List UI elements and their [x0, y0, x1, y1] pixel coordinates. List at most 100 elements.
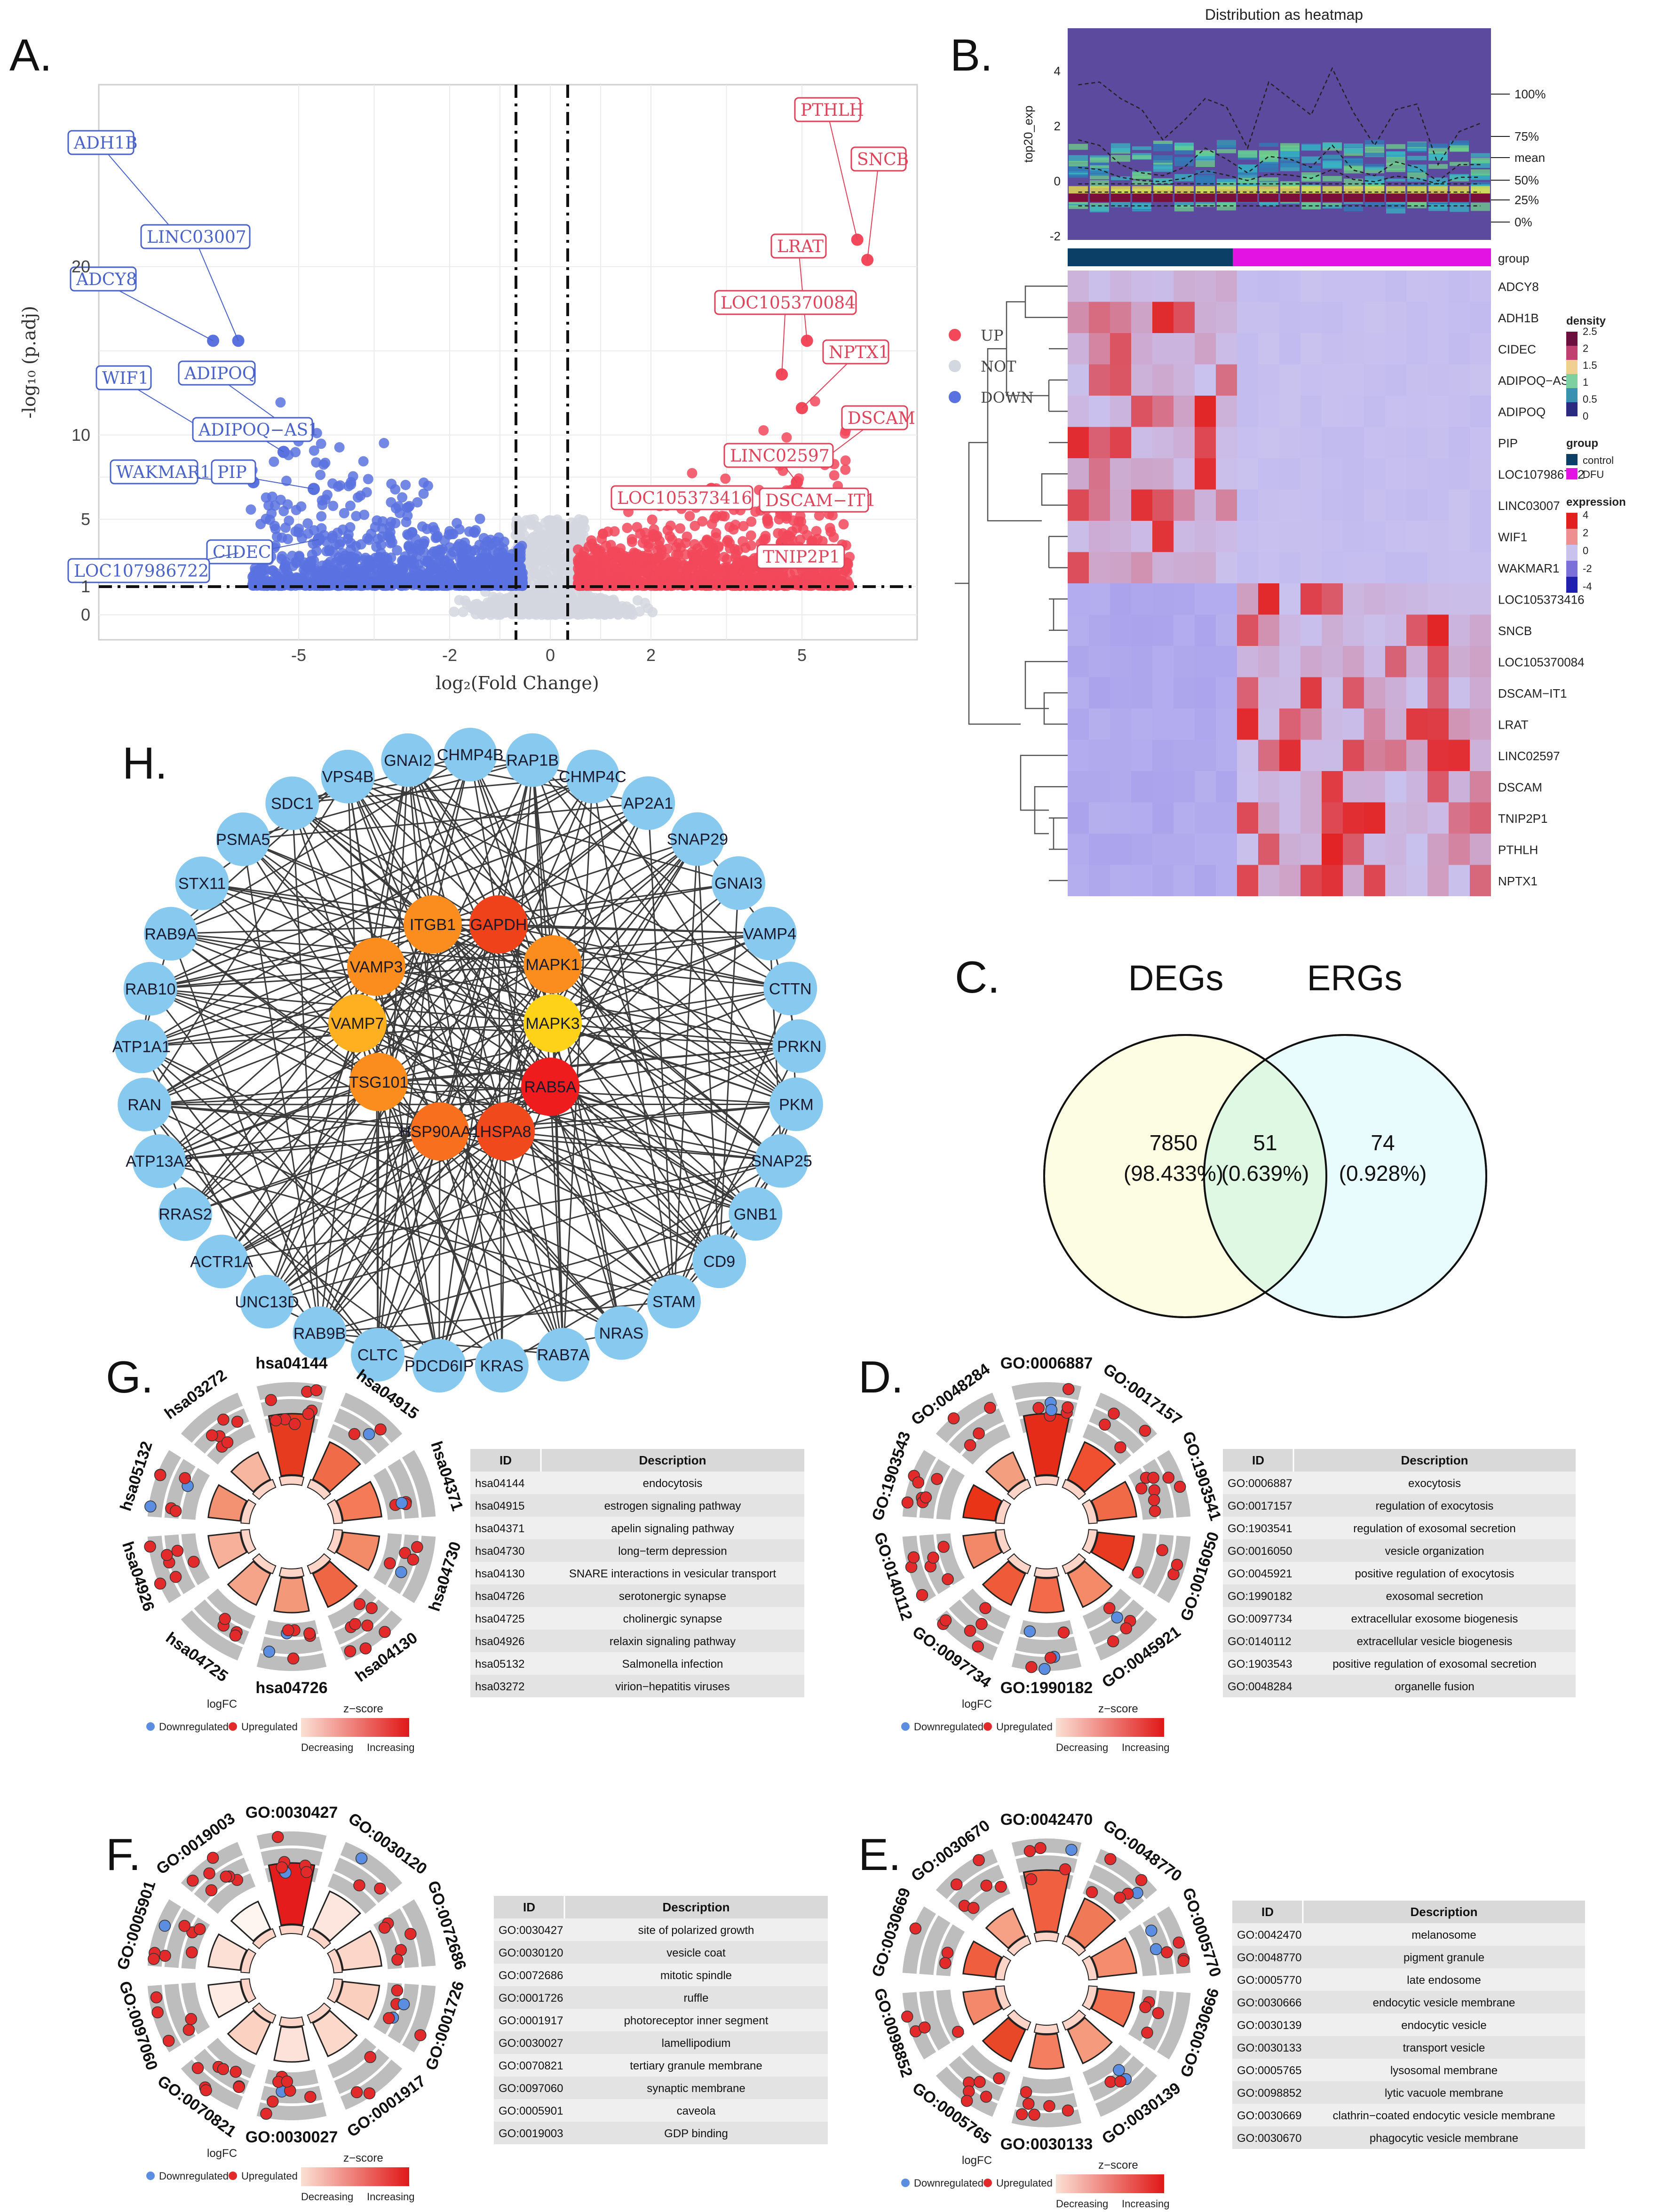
heatmap-cell — [1131, 302, 1152, 333]
volcano-point-up — [629, 547, 640, 558]
heatmap-cell — [1406, 677, 1427, 708]
expression-heatmap: ADCY8ADH1BCIDECADIPOQ−AS1ADIPOQPIPLOC107… — [1068, 271, 1585, 896]
panel-label-a: A. — [9, 30, 52, 80]
density-peak — [1259, 193, 1278, 202]
network-node-label: VPS4B — [322, 768, 374, 786]
quantile-label: mean — [1514, 151, 1545, 165]
density-streak — [1153, 155, 1173, 163]
heatmap-cell — [1406, 771, 1427, 803]
density-peak — [1153, 193, 1173, 202]
density-streak — [1217, 179, 1236, 184]
volcano-point-up — [811, 525, 822, 536]
heatmap-cell — [1258, 333, 1279, 365]
heatmap-cell — [1322, 396, 1343, 427]
legend-up-label: Upregulated — [996, 2177, 1053, 2189]
heatmap-cell — [1131, 271, 1152, 302]
heatmap-cell — [1322, 740, 1343, 771]
legend-density-swatch — [1566, 374, 1578, 388]
label-box-up — [723, 443, 834, 468]
volcano-point-down — [502, 562, 513, 573]
density-ytick: 4 — [1054, 64, 1061, 78]
gene-dot-up — [916, 1589, 928, 1601]
volcano-point-up — [781, 576, 792, 587]
table-cell-id: hsa04726 — [475, 1590, 524, 1603]
gene-dot-up — [1135, 1482, 1148, 1495]
heatmap-cell — [1406, 740, 1427, 771]
zscore-bar — [962, 1531, 1003, 1569]
network-edge — [150, 802, 649, 990]
network-edge — [439, 776, 594, 1132]
x-tick: -2 — [442, 645, 457, 665]
table-cell-id: GO:0030133 — [1237, 2042, 1301, 2054]
heatmap-cell — [1195, 646, 1216, 677]
heatmap-cell — [1385, 614, 1406, 646]
heatmap-cell — [1173, 427, 1195, 458]
heatmap-cell — [1385, 552, 1406, 583]
heatmap-cell — [1258, 802, 1279, 834]
heatmap-cell — [1089, 708, 1110, 740]
gene-dot-up — [359, 1642, 372, 1655]
heatmap-cell — [1322, 614, 1343, 646]
volcano-point-down — [453, 580, 464, 590]
legend-dot — [949, 329, 961, 341]
heatmap-cell — [1343, 427, 1364, 458]
gene-dot-up — [404, 1928, 417, 1940]
density-streak — [1111, 176, 1130, 181]
heatmap-cell — [1449, 489, 1470, 521]
network-nodes: RAP1BCHMP4CAP2A1SNAP29GNAI3VAMP4CTTNPRKN… — [112, 728, 826, 1393]
volcano-point-down — [258, 570, 269, 581]
density-streak — [1259, 201, 1278, 207]
heatmap-cell — [1364, 302, 1385, 333]
table-cell-id: GO:1903543 — [1228, 1658, 1292, 1671]
density-peak — [1132, 193, 1151, 202]
inner-ring-seg — [278, 1925, 305, 1935]
volcano-point-down — [271, 531, 282, 542]
network-node-label: CHMP4C — [559, 768, 626, 786]
network-edge — [170, 754, 471, 935]
volcano-point-not — [578, 609, 588, 620]
ring-term-label: GO:0030133 — [1000, 2135, 1093, 2153]
volcano-point-up — [619, 579, 630, 590]
volcano-point-down — [390, 503, 401, 514]
label-box-down — [178, 360, 256, 386]
volcano-point-up — [682, 531, 692, 542]
gene-dot-up — [230, 2066, 242, 2078]
heatmap-cell — [1195, 427, 1216, 458]
quantile-line — [1078, 139, 1481, 182]
heatmap-cell — [1131, 458, 1152, 490]
heatmap-cell — [1279, 708, 1300, 740]
density-streak — [1132, 172, 1151, 178]
heatmap-cell — [1449, 708, 1470, 740]
heatmap-cell — [1258, 552, 1279, 583]
network-node-outer — [621, 776, 675, 830]
network-edge — [150, 776, 593, 990]
volcano-point-down — [302, 518, 313, 529]
network-edge — [141, 1045, 674, 1302]
gene-dot-up — [1043, 2100, 1055, 2112]
heatmap-cell — [1173, 583, 1195, 615]
volcano-point-up — [789, 566, 800, 577]
network-node-outer — [506, 733, 560, 787]
density-streak — [1407, 178, 1427, 182]
heatmap-cell — [1195, 364, 1216, 396]
network-node-label: RAB10 — [125, 980, 176, 998]
network-node-outer — [670, 812, 724, 866]
heatmap-gene-label: DSCAM — [1498, 780, 1542, 794]
heatmap-cell — [1343, 271, 1364, 302]
table-cell-id: GO:0070821 — [499, 2060, 563, 2072]
volcano-point-not — [535, 533, 546, 544]
gene-dot-up — [973, 1854, 985, 1866]
heatmap-cell — [1343, 333, 1364, 365]
volcano-point-not — [515, 521, 526, 532]
network-node-outer — [412, 1339, 466, 1393]
volcano-point-up — [758, 425, 769, 436]
network-edge — [378, 1081, 782, 1162]
table-header-bg — [470, 1449, 804, 1472]
heatmap-cell — [1173, 489, 1195, 521]
heatmap-cell — [1068, 302, 1089, 333]
gene-dot-down — [1045, 1404, 1058, 1416]
volcano-point-down — [325, 557, 335, 567]
network-edge — [531, 760, 554, 965]
label-box-down — [140, 224, 251, 249]
